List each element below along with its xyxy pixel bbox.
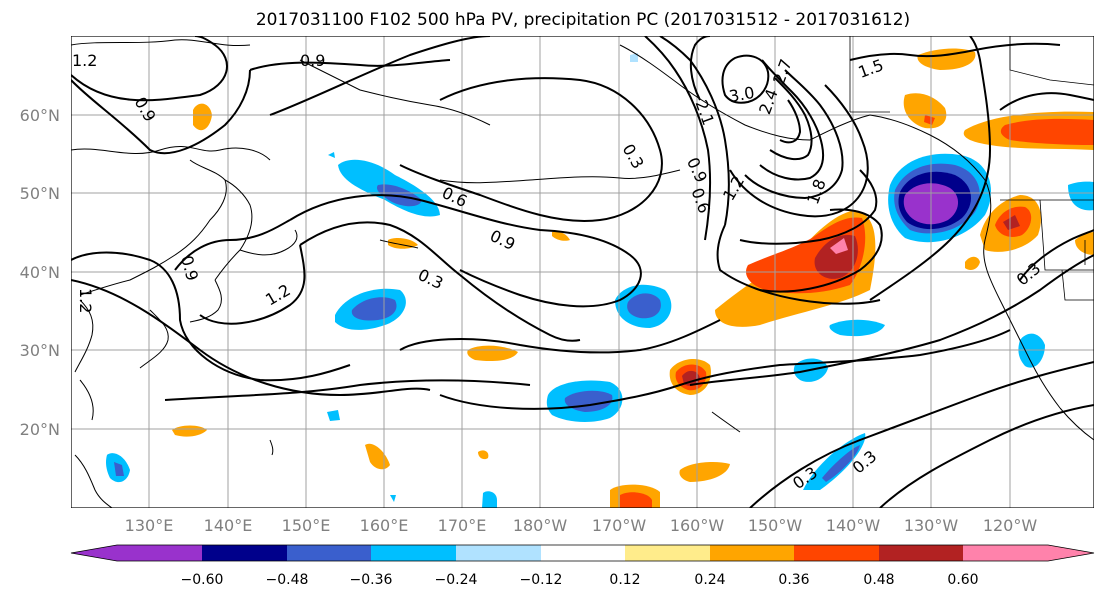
precip-positive-region [620,492,652,508]
map-panel: 1.2 0.9 0.9 0.3 0.6 0.9 0.3 1.2 0.9 0.9 … [71,36,1094,508]
precip-positive-region [814,234,858,279]
precip-negative-region [630,53,638,62]
colorbar-segment [963,545,1094,561]
lon-label: 160°E [360,516,409,535]
precip-negative-region [627,293,661,319]
lon-label: 150°W [748,516,803,535]
precip-positive-region [1000,118,1094,145]
lon-label: 140°W [826,516,881,535]
colorbar-tick-label: −0.36 [350,572,393,588]
precip-positive-region [924,115,935,125]
colorbar-segment [287,545,371,561]
colorbar-tick-label: 0.12 [609,572,640,588]
lon-label: 140°E [204,516,253,535]
contour-label: 1.2 [72,51,97,70]
precip-negative-region [829,319,885,337]
precip-negative-region [351,297,397,321]
coastlines [71,39,1094,508]
precip-positive-region [172,425,207,437]
precip-negative-region [482,491,497,508]
colorbar-tick-label: −0.24 [435,572,478,588]
colorbar-outline [70,544,1095,562]
precip-positive-region [478,450,489,460]
lon-label: 170°W [592,516,647,535]
lat-label: 20°N [20,420,60,439]
colorbar-segment [371,545,456,561]
lat-label: 60°N [20,106,60,125]
colorbar-tick-label: 0.60 [947,572,978,588]
lat-label: 40°N [20,263,60,282]
lon-label: 130°E [125,516,174,535]
precip-negative-region [803,433,866,490]
precip-negative-region [1068,181,1094,211]
pv-contours [71,36,1094,508]
political-borders [849,36,1094,301]
precip-negative-region [1018,333,1045,368]
figure-title: 2017031100 F102 500 hPa PV, precipitatio… [256,10,910,30]
longitude-labels: 130°E 140°E 150°E 160°E 170°E 180°W 170°… [125,516,1038,535]
precip-positive-region [1075,232,1094,255]
colorbar-tick-label: 0.48 [863,572,894,588]
precip-positive-region [552,231,570,241]
colorbar-segment [202,545,287,561]
precip-negative-region [390,495,396,502]
colorbar-segment [71,545,202,561]
contour-label: 1.2 [76,288,95,313]
precip-negative-region [822,445,860,482]
lon-label: 180°W [513,516,568,535]
colorbar-segment [625,545,710,561]
contour-label: 3.0 [728,83,756,106]
precip-negative-region [114,462,124,476]
contour-label: 0.9 [300,51,325,70]
precip-positive-region [917,48,976,70]
precip-positive-region [965,256,980,270]
precip-negative-region [328,152,335,158]
precip-positive-region [1003,215,1020,230]
lon-label: 120°W [983,516,1038,535]
colorbar-segment [456,545,541,561]
precip-positive-region [830,238,848,254]
colorbar-segment [541,545,625,561]
colorbar-tick-label: −0.48 [266,572,309,588]
latitude-labels: 60°N 50°N 40°N 30°N 20°N [20,106,60,439]
precipitation-shading [106,48,1094,508]
precip-negative-region [327,410,340,421]
colorbar-segment [710,545,794,561]
colorbar: −0.60 −0.48 −0.36 −0.24 −0.12 0.12 0.24 … [70,544,1095,588]
precip-positive-region [193,103,212,131]
lon-label: 130°W [904,516,959,535]
lon-label: 170°E [438,516,487,535]
colorbar-segment [794,545,879,561]
colorbar-tick-label: −0.60 [181,572,224,588]
colorbar-tick-label: 0.24 [694,572,725,588]
lat-label: 50°N [20,184,60,203]
precip-positive-region [467,345,518,362]
precip-positive-region [903,93,947,129]
colorbar-segment [879,545,963,561]
graticule [71,36,1094,508]
colorbar-tick-label: 0.36 [778,572,809,588]
lon-label: 160°W [670,516,725,535]
lat-label: 30°N [20,341,60,360]
colorbar-tick-label: −0.12 [520,572,563,588]
lon-label: 150°E [282,516,331,535]
precip-positive-region [679,462,730,482]
